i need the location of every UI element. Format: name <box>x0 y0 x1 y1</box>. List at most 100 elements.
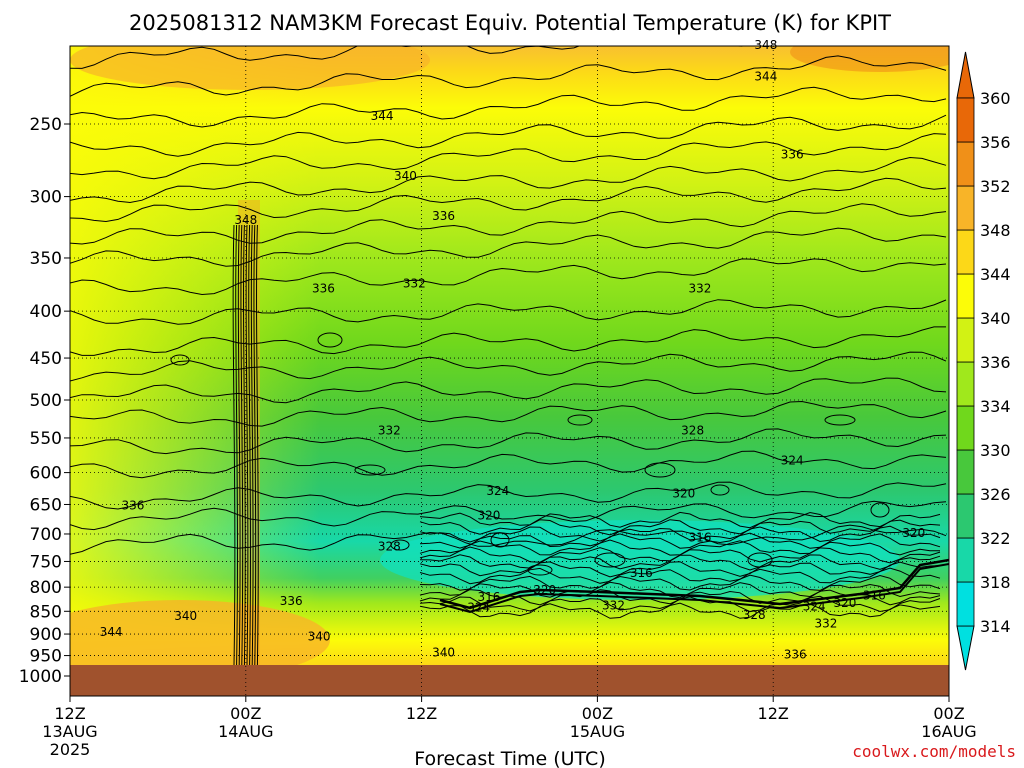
contour-label: 336 <box>781 148 804 162</box>
contour-label: 332 <box>602 599 625 613</box>
contour-label: 344 <box>100 625 123 639</box>
contour-line <box>253 224 257 665</box>
contour-label: 332 <box>814 616 837 630</box>
contour-closed-cell <box>824 414 856 426</box>
contour-label: 324 <box>467 601 490 615</box>
contour-line <box>245 224 249 665</box>
contour-line <box>419 519 941 536</box>
credit-text: coolwx.com/models <box>852 742 1016 761</box>
contour-closed-cell <box>317 332 343 348</box>
colorbar: 314 318 322 326 330 334 336 340 344 348 352 356 360 <box>956 51 1011 671</box>
contour-label: 348 <box>754 38 777 52</box>
contour-label: 320 <box>672 486 695 500</box>
contour-line <box>70 203 947 245</box>
colorbar-band <box>956 229 975 275</box>
contour-label: 340 <box>394 169 417 183</box>
contour-line <box>70 299 947 325</box>
y-tick-label: 500 <box>30 391 62 411</box>
field-low-level-warm-region <box>70 600 330 665</box>
colorbar-band <box>956 537 975 583</box>
y-tick-label: 900 <box>30 625 62 645</box>
contour-closed-cell <box>710 484 730 496</box>
colorbar-label: 348 <box>980 221 1011 240</box>
below-ground-mask <box>70 665 949 696</box>
contour-label: 316 <box>478 590 501 604</box>
y-tick-label: 250 <box>30 115 62 135</box>
x-tick-sublabel: 15AUG <box>570 722 625 741</box>
colorbar-band <box>956 317 975 363</box>
x-tick-label: 00Z <box>230 704 261 723</box>
contour-line <box>243 224 246 665</box>
contour-line <box>70 500 947 531</box>
contour-label: 320 <box>834 596 857 610</box>
contour-label: 340 <box>432 646 455 660</box>
y-tick-label: 950 <box>30 647 62 667</box>
plot-area <box>70 46 949 665</box>
y-tick-label: 850 <box>30 602 62 622</box>
colorbar-label: 356 <box>980 133 1011 152</box>
contour-label: 332 <box>378 424 401 438</box>
contour-label: 320 <box>478 508 501 522</box>
contour-line <box>70 481 947 510</box>
colorbar-extend-low <box>956 625 975 671</box>
y-tick-label: 600 <box>30 464 62 484</box>
x-tick-sublabel: 13AUG <box>42 722 97 741</box>
y-tick-label: 450 <box>30 349 62 369</box>
contour-label: 344 <box>371 109 394 123</box>
contour-closed-cell <box>870 502 890 518</box>
field-upper-right-warm-region <box>790 46 949 72</box>
contour-line <box>439 558 949 610</box>
y-tick-label: 400 <box>30 302 62 322</box>
y-tick-label: 800 <box>30 578 62 598</box>
contour-label: 332 <box>688 282 711 296</box>
contour-label: 320 <box>533 583 556 597</box>
colorbar-extend-high <box>956 51 975 99</box>
contour-line <box>70 46 745 69</box>
colorbar-label: 318 <box>980 573 1011 592</box>
contour-label: 336 <box>432 209 455 223</box>
y-tick-label: 300 <box>30 188 62 208</box>
contour-closed-cell <box>354 464 386 476</box>
contour-line <box>235 224 238 665</box>
contour-label: 328 <box>743 608 766 622</box>
contour-closed-cell <box>170 354 190 366</box>
contour-line <box>232 224 236 665</box>
contour-line <box>70 156 947 204</box>
contour-line <box>419 581 941 599</box>
contour-line <box>419 567 941 585</box>
colorbar-band <box>956 493 975 539</box>
colorbar-band <box>956 273 975 319</box>
contour-line <box>70 450 947 479</box>
contour-label: 316 <box>688 530 711 544</box>
contour-line <box>70 55 947 97</box>
contour-line <box>250 224 254 665</box>
contour-line <box>256 224 259 665</box>
contour-line <box>70 258 947 296</box>
colorbar-band <box>956 141 975 187</box>
colorbar-label: 330 <box>980 441 1011 460</box>
colorbar-band <box>956 405 975 451</box>
colorbar-label: 340 <box>980 309 1011 328</box>
contour-label: 316 <box>863 589 886 603</box>
y-tick-label: 1000 <box>19 667 62 687</box>
contour-line <box>70 428 947 455</box>
field-midlevel-cool-core <box>380 520 900 600</box>
chart-title: 2025081312 NAM3KM Forecast Equiv. Potent… <box>129 11 891 35</box>
contour-label: 336 <box>280 594 303 608</box>
contour-closed-cell <box>644 462 676 478</box>
colorbar-label: 322 <box>980 529 1011 548</box>
y-tick-label: 350 <box>30 249 62 269</box>
y-tick-label: 750 <box>30 552 62 572</box>
x-tick-label: 00Z <box>933 704 964 723</box>
contour-line <box>419 525 941 543</box>
contour-line <box>70 400 947 427</box>
y-axis: 250 300 350 400 450 500 550 600 650 700 750 800 850 9… <box>19 115 70 687</box>
contour-closed-cell <box>567 414 593 426</box>
colorbar-label: 314 <box>980 617 1011 636</box>
contour-line <box>70 177 947 223</box>
x-tick-sublabel: 2025 <box>50 740 91 759</box>
contour-closed-cell <box>390 539 410 551</box>
colorbar-label: 326 <box>980 485 1011 504</box>
contour-label: 328 <box>681 424 704 438</box>
